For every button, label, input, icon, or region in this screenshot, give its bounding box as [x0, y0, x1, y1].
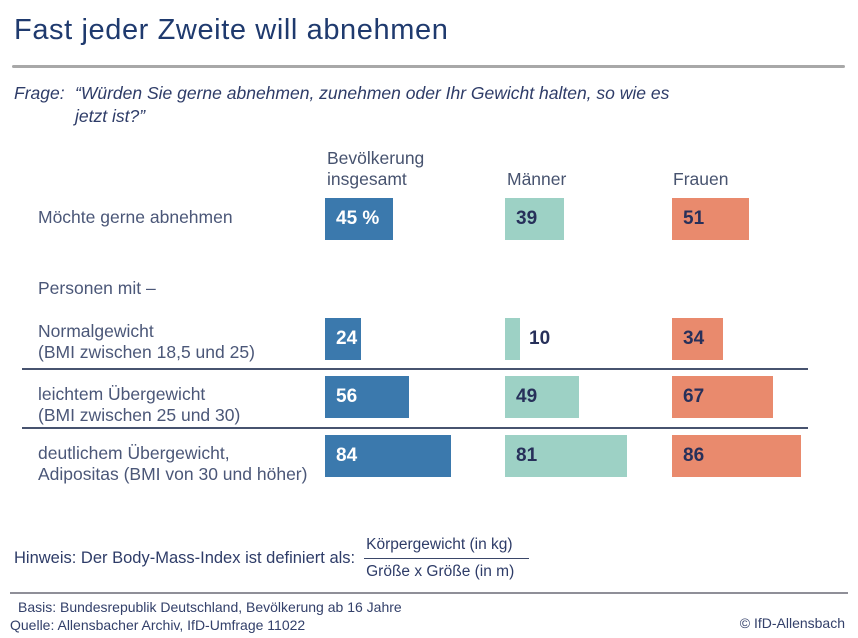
- bmi-formula-denominator: Größe x Größe (in m): [366, 563, 515, 580]
- column-header-frauen: Frauen: [673, 169, 729, 189]
- bar-moechte-abnehmen-maenner: 39: [505, 198, 564, 240]
- footer-basis: Basis: Bundesrepublik Deutschland, Bevöl…: [18, 599, 402, 615]
- title-divider: [12, 65, 845, 68]
- bar-value: 39: [516, 208, 538, 229]
- question-label: Frage:: [14, 83, 65, 103]
- column-header-maenner: Männer: [507, 169, 567, 189]
- bmi-formula-fraction: Körpergewicht (in kg) Größe x Größe (in …: [364, 536, 529, 581]
- bmi-formula-numerator: Körpergewicht (in kg): [364, 536, 529, 559]
- bar-value: 49: [516, 386, 538, 407]
- bar-value: 86: [683, 445, 705, 466]
- bar-normalgewicht-gesamt: 24: [325, 318, 361, 360]
- bar-moechte-abnehmen-frauen: 51: [672, 198, 749, 240]
- bar-normalgewicht-maenner: 10: [505, 318, 550, 360]
- footer-quelle: Quelle: Allensbacher Archiv, IfD-Umfrage…: [10, 617, 306, 633]
- row-label-deutliches-uebergewicht: deutlichem Übergewicht, Adipositas (BMI …: [38, 443, 308, 484]
- bar-deutliches-uebergewicht-gesamt: 84: [325, 435, 451, 477]
- bar-deutliches-uebergewicht-frauen: 86: [672, 435, 801, 477]
- survey-question: Frage: “Würden Sie gerne abnehmen, zuneh…: [14, 82, 669, 128]
- bar-deutliches-uebergewicht-maenner: 81: [505, 435, 627, 477]
- bar-value: 81: [516, 445, 538, 466]
- column-header-bevoelkerung: Bevölkerung insgesamt: [327, 148, 425, 189]
- bar-value: 10: [529, 328, 551, 349]
- footer-copyright: © IfD-Allensbach: [739, 615, 845, 631]
- bmi-note: Hinweis: Der Body-Mass-Index ist definie…: [14, 536, 529, 581]
- row-divider: [22, 368, 808, 370]
- bar-value: 84: [336, 445, 358, 466]
- bar-value: 24: [336, 328, 358, 349]
- row-label-normalgewicht: Normalgewicht (BMI zwischen 18,5 und 25): [38, 321, 255, 362]
- bar-value: 45 %: [336, 208, 380, 229]
- bar-leichtes-uebergewicht-maenner: 49: [505, 376, 579, 418]
- bar-normalgewicht-frauen: 34: [672, 318, 723, 360]
- group-note-personen-mit: Personen mit –: [38, 278, 156, 298]
- bar-moechte-abnehmen-gesamt: 45 %: [325, 198, 393, 240]
- bar-value: 34: [683, 328, 705, 349]
- bar-leichtes-uebergewicht-frauen: 67: [672, 376, 773, 418]
- bar-value: 56: [336, 386, 358, 407]
- bar-chart: Bevölkerung insgesamt Männer Frauen Möch…: [0, 140, 858, 538]
- bmi-note-text: Hinweis: Der Body-Mass-Index ist definie…: [14, 549, 356, 567]
- row-divider: [22, 427, 808, 429]
- row-label-leichtes-uebergewicht: leichtem Übergewicht (BMI zwischen 25 un…: [38, 384, 241, 425]
- footer-divider: [10, 592, 848, 594]
- question-text: “Würden Sie gerne abnehmen, zunehmen ode…: [75, 83, 670, 126]
- page-title: Fast jeder Zweite will abnehmen: [14, 14, 449, 46]
- bar-value: 67: [683, 386, 705, 407]
- row-label-moechte-abnehmen: Möchte gerne abnehmen: [38, 207, 233, 227]
- bar-value: 51: [683, 208, 705, 229]
- bar-leichtes-uebergewicht-gesamt: 56: [325, 376, 409, 418]
